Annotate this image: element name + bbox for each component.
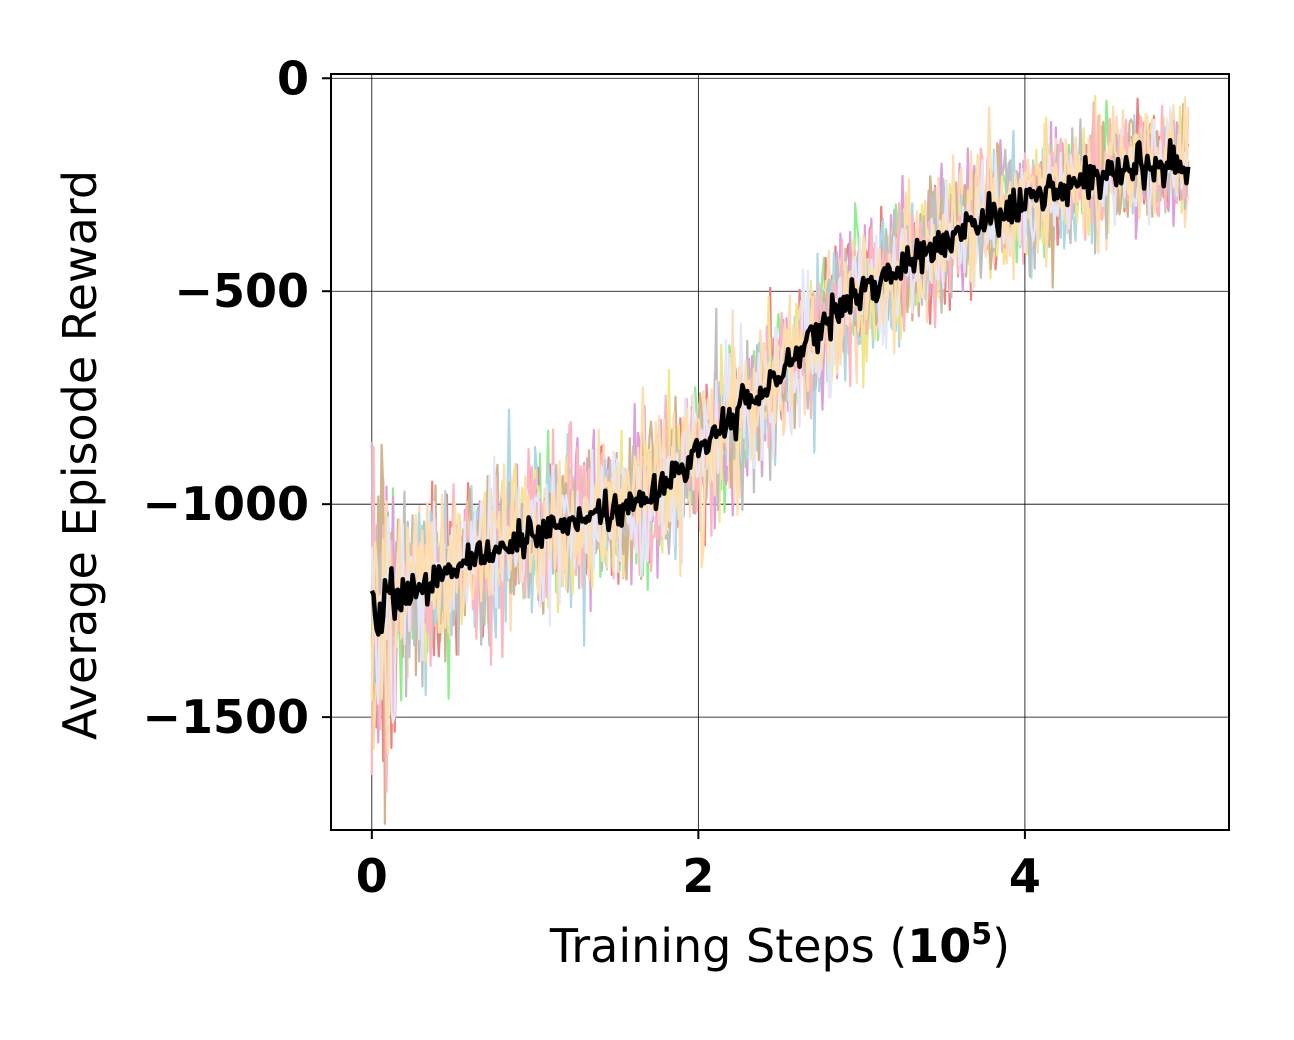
x-axis-label-exponent: 5	[971, 917, 992, 952]
x-axis-label-power: 10	[907, 919, 971, 973]
y-tick-label: 0	[277, 51, 309, 105]
x-axis-label: Training Steps (105)	[549, 917, 1010, 973]
y-tick-label: −1500	[142, 690, 309, 744]
y-axis-label: Average Episode Reward	[53, 170, 107, 740]
y-tick-label: −1000	[142, 477, 309, 531]
x-tick-label: 0	[356, 849, 388, 903]
x-axis-label-prefix: Training Steps (	[549, 919, 907, 973]
axis-ticks: 0 2 4 0 −500 −1000 −1500	[142, 51, 1040, 903]
x-tick-label: 4	[1009, 849, 1041, 903]
y-tick-label: −500	[174, 264, 309, 318]
x-axis-label-suffix: )	[992, 919, 1010, 973]
plot-frame	[330, 73, 1230, 831]
series-layer	[369, 94, 1191, 825]
x-tick-label: 2	[682, 849, 714, 903]
mean-series-line	[369, 138, 1191, 637]
